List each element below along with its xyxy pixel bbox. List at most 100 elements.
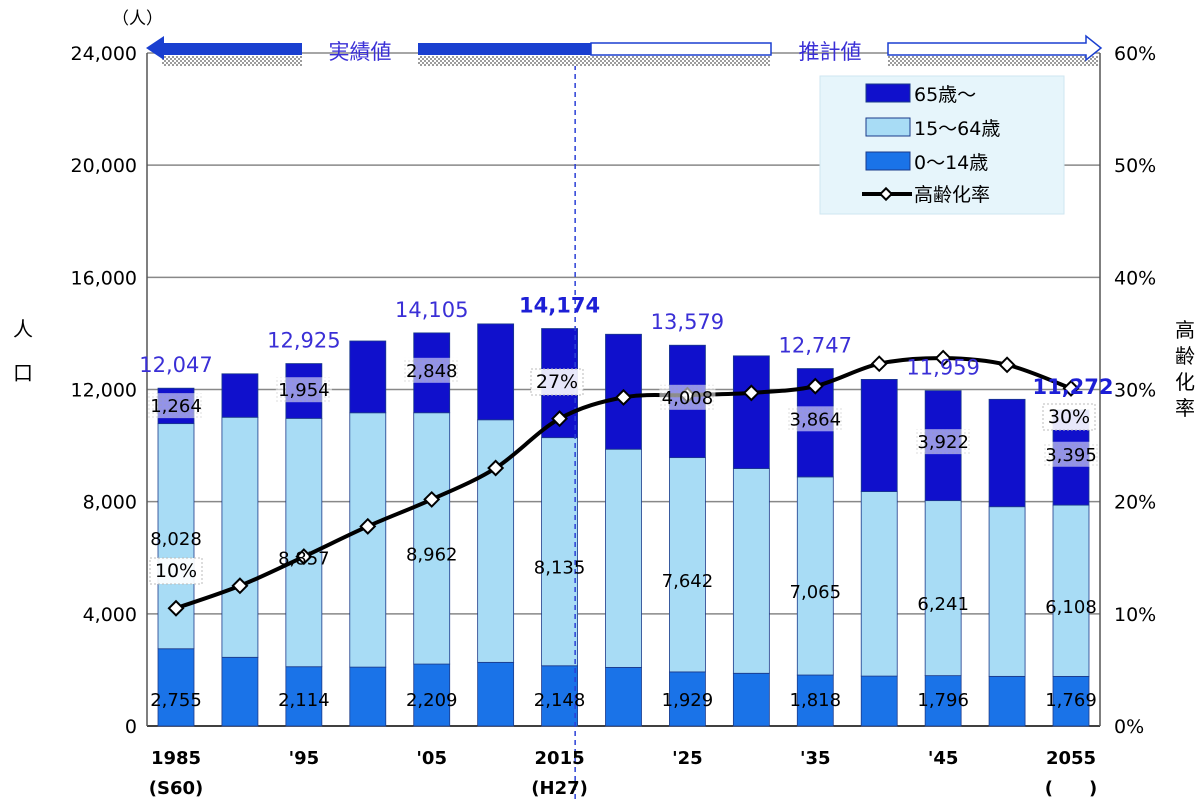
segment-value-label: 7,642 (662, 571, 714, 592)
bar-segment (989, 507, 1025, 677)
y-right-tick-label: 30% (1114, 380, 1156, 402)
total-value-label: 14,174 (519, 294, 600, 318)
unit-label: （人） (112, 9, 163, 29)
y-right-ticks: 0% 10% 20% 30% 40% 50% 60% (1114, 43, 1156, 738)
bar-segment (861, 676, 897, 726)
segment-value-label: 2,114 (278, 690, 330, 711)
y-right-tick-label: 0% (1114, 716, 1144, 738)
bar-segment (350, 341, 386, 413)
rate-point (1000, 358, 1014, 372)
segment-value-label: 6,108 (1045, 597, 1097, 618)
actual-label: 実績値 (329, 40, 392, 64)
bar-segment (925, 501, 961, 676)
projection-arrow-dots (888, 56, 1098, 66)
bar-segment (350, 413, 386, 667)
total-value-label: 13,579 (651, 310, 724, 334)
segment-value-label: 6,241 (917, 594, 969, 615)
bar-segment (733, 469, 769, 674)
segment-value-label: 1,818 (790, 690, 842, 711)
segment-value-label: 1,769 (1045, 690, 1097, 711)
y-left-tick-label: 0 (125, 716, 137, 738)
segment-value-label: 1,796 (917, 690, 969, 711)
y-left-axis-title-char: 口 (13, 361, 33, 385)
segment-value-label: 4,008 (662, 388, 714, 409)
bar-segment (478, 420, 514, 663)
legend-label: 15～64歳 (914, 118, 1000, 140)
bar-segment (733, 673, 769, 726)
total-value-label: 12,747 (779, 334, 852, 358)
y-left-tick-label: 16,000 (71, 267, 137, 289)
rate-value-label: 27% (536, 371, 578, 393)
segment-value-label: 3,395 (1045, 445, 1097, 466)
x-tick-label: 2015 (535, 748, 585, 769)
x-tick-label: 1985 (151, 748, 201, 769)
bar-segment (606, 449, 642, 667)
legend-label: 0～14歳 (914, 152, 988, 174)
x-tick-label: '25 (672, 748, 703, 769)
segment-value-label: 8,962 (406, 544, 458, 565)
x-axis-ticks: 1985(S60)'95'05 2015(H27)'25'35'45 2055( ) (149, 748, 1097, 799)
y-right-tick-label: 10% (1114, 604, 1156, 626)
total-value-label: 14,105 (395, 298, 468, 322)
period-arrows: 実績値 推計値 (146, 36, 1101, 66)
total-value-label: 11,959 (906, 356, 979, 380)
bar-segment (797, 477, 833, 675)
legend-label: 高齢化率 (914, 184, 990, 206)
y-left-axis-title-char: 人 (13, 317, 33, 341)
legend-swatch (866, 84, 910, 102)
bar-segment (478, 662, 514, 726)
y-right-axis-title-char: 齢 (1175, 344, 1195, 368)
y-right-tick-label: 20% (1114, 492, 1156, 514)
segment-value-label: 7,065 (790, 582, 842, 603)
y-right-axis-title-char: 化 (1175, 370, 1195, 394)
legend-swatch (866, 152, 910, 170)
y-left-tick-label: 8,000 (83, 492, 137, 514)
legend-swatch (866, 118, 910, 136)
segment-value-label: 1,954 (278, 380, 330, 401)
legend-label: 65歳～ (914, 84, 976, 106)
y-right-tick-label: 60% (1114, 43, 1156, 65)
x-tick-label: 2055 (1046, 748, 1096, 769)
y-left-tick-label: 12,000 (71, 380, 137, 402)
segment-value-label: 2,848 (406, 361, 458, 382)
actual-arrow-bar (418, 43, 591, 55)
bar-segment (733, 356, 769, 469)
rate-point (872, 357, 886, 371)
x-tick-sublabel: ( ) (1045, 778, 1097, 799)
segment-value-label: 2,209 (406, 690, 458, 711)
total-value-label: 12,047 (139, 353, 212, 377)
bar-segment (1053, 505, 1089, 676)
y-left-ticks: 0 4,000 8,000 12,000 16,000 20,000 24,000 (71, 43, 137, 738)
segment-value-label: 8,028 (150, 529, 202, 550)
y-right-axis-title: 高齢化率 (1175, 318, 1195, 420)
rate-value-label: 30% (1048, 406, 1090, 428)
segment-value-label: 2,148 (534, 690, 586, 711)
bar-segment (222, 657, 258, 726)
bar-segment (989, 399, 1025, 506)
projection-arrow-bar-left (591, 43, 771, 55)
actual-arrow-dots-left (162, 56, 302, 66)
x-tick-label: '35 (800, 748, 831, 769)
bar-segment (286, 418, 322, 666)
y-left-tick-label: 4,000 (83, 604, 137, 626)
y-right-tick-label: 40% (1114, 267, 1156, 289)
x-tick-sublabel: (H27) (531, 778, 588, 799)
segment-value-label: 3,922 (917, 432, 969, 453)
segment-value-label: 3,864 (790, 409, 842, 430)
y-left-tick-label: 20,000 (71, 155, 137, 177)
bar-segment (478, 324, 514, 420)
bar-segment (350, 667, 386, 726)
bar-segment (542, 438, 578, 666)
y-left-tick-label: 24,000 (71, 43, 137, 65)
total-value-label: 11,272 (1032, 375, 1113, 399)
x-tick-label: '45 (928, 748, 959, 769)
bar-segment (669, 458, 705, 672)
y-right-axis-title-char: 率 (1175, 396, 1195, 420)
segment-value-label: 8,857 (278, 549, 330, 570)
bar-segment (989, 676, 1025, 726)
segment-value-label: 8,135 (534, 558, 586, 579)
x-tick-sublabel: (S60) (149, 778, 203, 799)
segment-value-label: 1,264 (150, 396, 202, 417)
x-tick-label: '95 (289, 748, 320, 769)
bar-segment (861, 379, 897, 491)
